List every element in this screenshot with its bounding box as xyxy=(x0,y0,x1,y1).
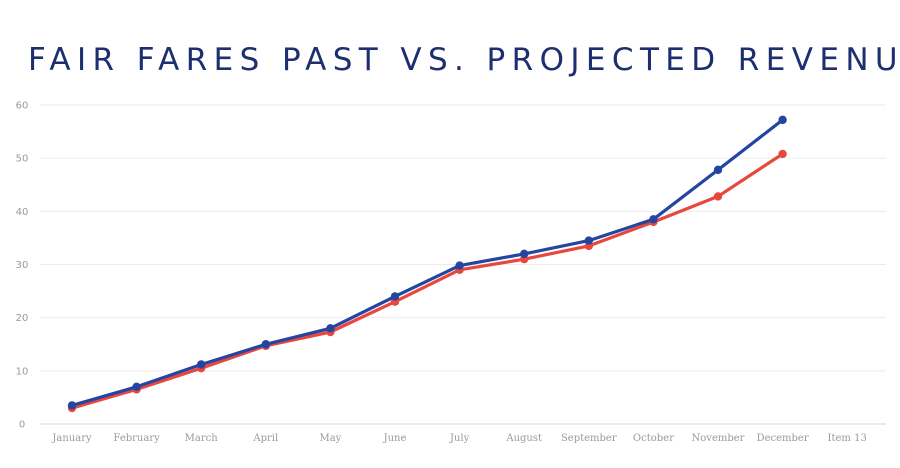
y-tick-label: 20 xyxy=(16,313,29,324)
data-point[interactable] xyxy=(649,215,658,224)
y-tick-label: 10 xyxy=(16,366,29,377)
x-tick-label: August xyxy=(505,433,542,444)
x-tick-label: November xyxy=(692,433,745,444)
y-tick-label: 50 xyxy=(16,154,29,165)
y-tick-label: 60 xyxy=(16,101,29,112)
x-tick-label: October xyxy=(633,433,674,444)
data-point[interactable] xyxy=(132,382,141,391)
x-tick-label: January xyxy=(51,433,92,444)
x-tick-label: July xyxy=(449,433,470,444)
y-axis-ticks: 0 10 20 30 40 50 60 xyxy=(16,101,29,431)
data-point[interactable] xyxy=(390,292,400,301)
data-point[interactable] xyxy=(197,360,206,369)
y-tick-label: 40 xyxy=(16,207,29,218)
data-point[interactable] xyxy=(326,324,335,333)
data-point[interactable] xyxy=(778,149,787,159)
data-point[interactable] xyxy=(67,401,77,410)
data-point[interactable] xyxy=(713,192,723,201)
x-tick-label: May xyxy=(319,433,341,444)
series-lines xyxy=(67,115,787,413)
x-tick-label: June xyxy=(383,433,407,444)
x-tick-label: Item 13 xyxy=(828,433,867,444)
x-tick-label: April xyxy=(252,433,278,444)
series-line xyxy=(70,152,785,410)
y-tick-label: 0 xyxy=(19,420,25,431)
chart-title: FAIR FARES PAST VS. PROJECTED REVENUE xyxy=(28,42,900,78)
data-point[interactable] xyxy=(713,165,723,175)
series-2 xyxy=(67,115,787,410)
data-point[interactable] xyxy=(584,236,593,245)
data-point[interactable] xyxy=(261,340,270,349)
y-tick-label: 30 xyxy=(16,260,29,271)
series-line xyxy=(70,118,785,407)
data-point[interactable] xyxy=(778,115,787,125)
x-tick-label: February xyxy=(113,433,160,444)
x-axis-ticks: January February March April May June July Augu… xyxy=(51,433,866,444)
x-tick-label: March xyxy=(185,433,219,444)
data-point[interactable] xyxy=(455,261,464,270)
x-tick-label: December xyxy=(757,433,809,444)
data-point[interactable] xyxy=(520,249,529,259)
x-tick-label: September xyxy=(561,433,617,444)
